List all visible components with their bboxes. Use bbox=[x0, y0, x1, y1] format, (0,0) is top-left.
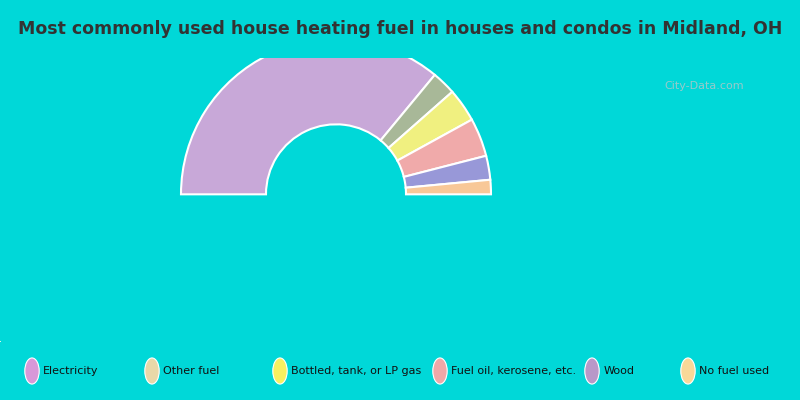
Text: Other fuel: Other fuel bbox=[163, 366, 219, 376]
Text: No fuel used: No fuel used bbox=[699, 366, 770, 376]
Text: Electricity: Electricity bbox=[43, 366, 98, 376]
Wedge shape bbox=[404, 156, 490, 188]
Text: Most commonly used house heating fuel in houses and condos in Midland, OH: Most commonly used house heating fuel in… bbox=[18, 20, 782, 38]
Ellipse shape bbox=[585, 358, 599, 384]
Ellipse shape bbox=[145, 358, 159, 384]
Wedge shape bbox=[181, 39, 435, 194]
Ellipse shape bbox=[433, 358, 447, 384]
Text: Bottled, tank, or LP gas: Bottled, tank, or LP gas bbox=[291, 366, 422, 376]
Text: Wood: Wood bbox=[603, 366, 634, 376]
Ellipse shape bbox=[681, 358, 695, 384]
Wedge shape bbox=[406, 180, 491, 194]
Wedge shape bbox=[389, 92, 472, 160]
Ellipse shape bbox=[273, 358, 287, 384]
Wedge shape bbox=[398, 120, 486, 177]
Wedge shape bbox=[381, 75, 452, 148]
Text: Fuel oil, kerosene, etc.: Fuel oil, kerosene, etc. bbox=[451, 366, 576, 376]
Ellipse shape bbox=[25, 358, 39, 384]
Text: City-Data.com: City-Data.com bbox=[664, 82, 744, 92]
